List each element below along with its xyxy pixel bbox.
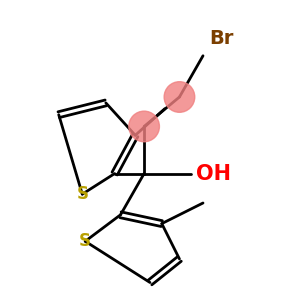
Text: OH: OH (196, 164, 231, 184)
Circle shape (129, 111, 159, 142)
Text: Br: Br (209, 28, 233, 48)
Text: S: S (79, 232, 91, 250)
Text: S: S (76, 185, 88, 203)
Circle shape (164, 82, 195, 112)
